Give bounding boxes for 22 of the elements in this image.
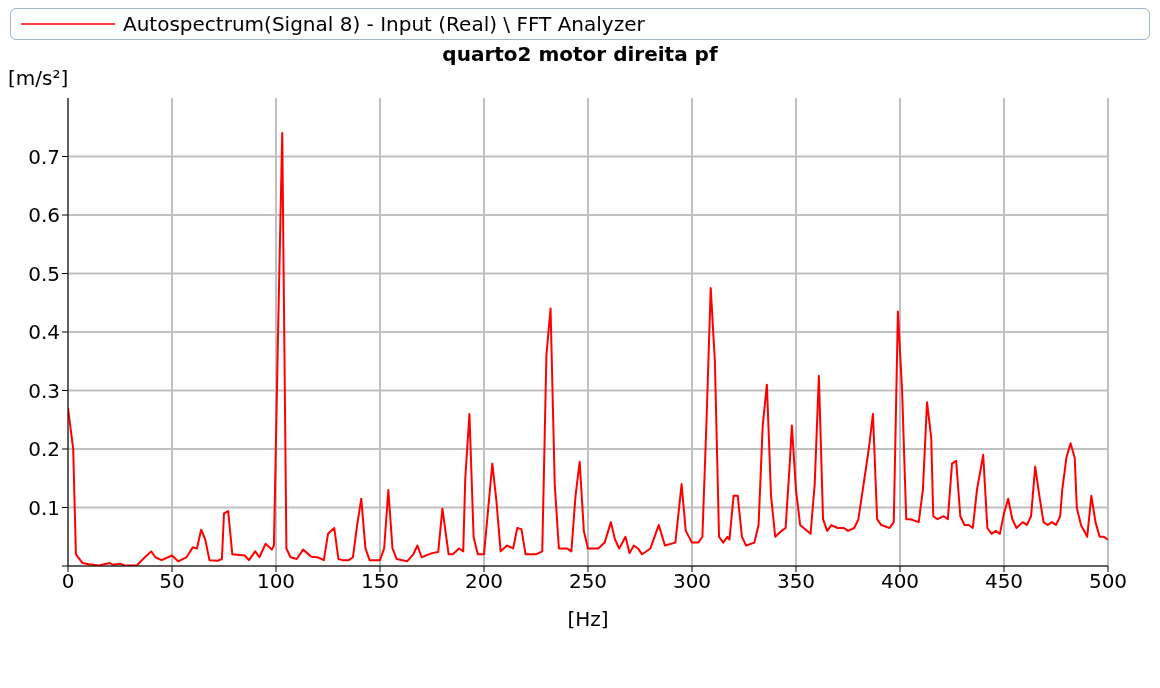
chart-title: quarto2 motor direita pf xyxy=(441,42,719,66)
x-tick-label: 250 xyxy=(568,569,608,594)
legend-label: Autospectrum(Signal 8) - Input (Real) \ FFT Analyzer xyxy=(123,12,645,36)
x-tick-label: 150 xyxy=(360,569,400,594)
x-tick-label: 100 xyxy=(256,569,296,594)
x-tick-label: 450 xyxy=(984,569,1024,594)
x-tick-label: 0 xyxy=(61,569,75,594)
x-tick-label: 400 xyxy=(880,569,920,594)
y-axis-title: [m/s²] xyxy=(8,66,69,90)
y-tick-label: 0.4 xyxy=(28,320,60,345)
y-tick-label: 0.7 xyxy=(28,144,60,169)
y-tick-label: 0.3 xyxy=(28,378,60,403)
y-tick-label: 0.2 xyxy=(28,437,60,462)
x-axis-title: [Hz] xyxy=(567,607,609,631)
x-tick-label: 350 xyxy=(776,569,816,594)
y-tick-label: 0.5 xyxy=(28,261,60,286)
x-tick-label: 500 xyxy=(1088,569,1128,594)
y-tick-label: 0.6 xyxy=(28,203,60,228)
x-tick-label: 300 xyxy=(672,569,712,594)
x-tick-label: 200 xyxy=(464,569,504,594)
x-tick-label: 50 xyxy=(159,569,185,594)
y-tick-label: 0.1 xyxy=(28,495,60,520)
